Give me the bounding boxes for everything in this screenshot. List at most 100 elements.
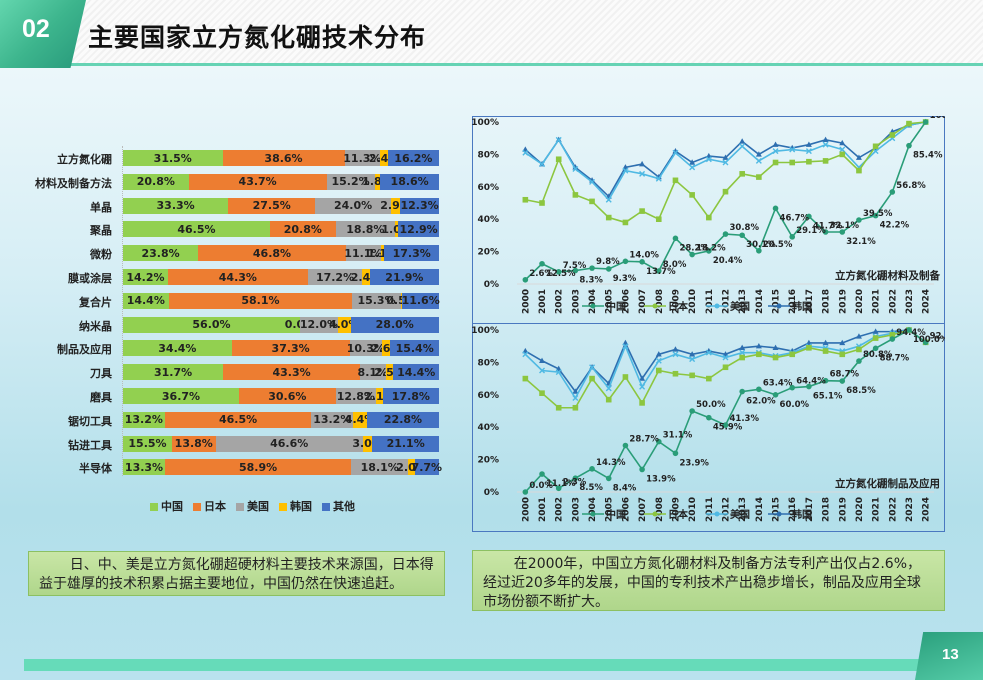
data-point (756, 351, 762, 358)
bar-data-label: 43.7% (238, 175, 277, 189)
data-point (789, 234, 796, 240)
x-tick-label: 2003 (571, 289, 581, 314)
data-point (639, 375, 646, 381)
data-point (839, 151, 846, 158)
data-point (572, 395, 579, 402)
data-point (772, 392, 779, 398)
bar-data-label: 13.2% (313, 413, 352, 427)
data-point (789, 351, 796, 358)
data-point (755, 157, 762, 164)
bar-segment-其他: 21.9% (369, 269, 439, 285)
legend-label: 中国 (606, 300, 626, 313)
data-point (639, 466, 645, 473)
data-point (572, 388, 579, 394)
bar-data-label: 43.3% (272, 365, 311, 379)
bar-segment-其他: 12.3% (400, 197, 439, 214)
bar-segment-韩国: 2.1% (364, 388, 395, 404)
x-tick-label: 2008 (655, 289, 665, 314)
bar-segment-美国: 13.2% (311, 411, 354, 428)
bar-data-label: 22.8% (383, 413, 423, 427)
bar-segment-中国: 13.3% (123, 459, 166, 476)
data-label: 20.4% (713, 256, 743, 266)
header-divider (70, 63, 983, 66)
y-tick-label: 40% (477, 423, 499, 433)
data-point (722, 154, 729, 160)
legend-label: 日本 (668, 300, 689, 313)
x-tick-label: 2013 (738, 497, 748, 522)
data-point (672, 370, 679, 377)
data-point (739, 349, 746, 356)
data-label: 28.7% (629, 435, 659, 445)
data-label: 13.7% (646, 267, 676, 277)
data-label: 100.0% (930, 116, 945, 121)
bar-segment-其他: 11.6% (402, 292, 440, 309)
x-tick-label: 2004 (588, 497, 598, 522)
data-point (739, 388, 745, 395)
bar-data-label: 46.6% (270, 437, 309, 451)
data-point (772, 148, 779, 155)
bar-category-label: 半导体 (79, 462, 112, 476)
data-point (706, 375, 712, 382)
data-point (539, 367, 546, 374)
data-point (672, 450, 679, 457)
legend-item: 韩国 (279, 498, 312, 514)
data-point (572, 267, 579, 274)
data-point (806, 383, 812, 390)
bar-data-label: 30.6% (268, 389, 307, 403)
x-tick-label: 2020 (855, 497, 865, 522)
x-tick-label: 2011 (705, 497, 715, 522)
data-point (772, 205, 779, 212)
data-point (572, 404, 579, 411)
data-point (539, 357, 546, 363)
bar-segment-美国: 46.6% (215, 435, 363, 452)
data-label: 8.0% (663, 260, 687, 270)
data-point (889, 132, 896, 138)
legend-label: 日本 (204, 500, 226, 513)
bar-category-label: 微粉 (90, 248, 112, 262)
x-tick-label: 2018 (822, 497, 832, 522)
data-point (639, 383, 646, 390)
x-tick-label: 2001 (538, 289, 548, 314)
data-label: 11.1% (546, 479, 576, 489)
bar-category-label: 钻进工具 (68, 438, 112, 452)
bar-segment-韩国: 2.6% (371, 340, 401, 357)
bar-segment-日本: 27.5% (228, 197, 316, 214)
legend-swatch (236, 503, 244, 511)
x-tick-label: 2022 (888, 497, 898, 522)
x-tick-label: 2020 (855, 289, 865, 314)
data-point (622, 442, 629, 449)
data-label: 46.7% (780, 213, 810, 223)
bar-segment-日本: 20.8% (269, 221, 336, 238)
data-point (755, 343, 762, 349)
x-tick-label: 2009 (671, 497, 681, 522)
bar-segment-中国: 14.2% (123, 269, 168, 285)
y-tick-label: 80% (477, 150, 499, 160)
bar-data-label: 36.7% (161, 389, 201, 403)
data-point (655, 367, 662, 374)
data-point (689, 356, 696, 363)
x-tick-label: 2000 (521, 497, 531, 522)
data-point (739, 171, 745, 177)
data-label: 94.4% (896, 328, 926, 338)
data-label: 62.0% (746, 397, 776, 407)
bar-data-label: 20.8% (283, 222, 322, 236)
x-tick-label: 2007 (638, 497, 648, 522)
data-point (689, 251, 695, 258)
bar-category-label: 纳米晶 (79, 319, 112, 333)
data-label: 30.8% (730, 223, 760, 233)
bar-data-label: 31.5% (153, 151, 192, 165)
data-label: 39.5% (863, 209, 893, 219)
data-label: 60.0% (780, 400, 810, 410)
bar-segment-中国: 31.7% (123, 364, 224, 381)
bar-data-label: 8.1% (357, 365, 389, 379)
data-label: 2.3% (563, 477, 587, 487)
data-label: 88.7% (880, 353, 910, 363)
data-label: 31.1% (663, 431, 693, 441)
x-tick-label: 2012 (722, 497, 732, 522)
legend-swatch (322, 503, 330, 511)
data-point (655, 216, 662, 222)
bar-segment-美国: 11.1% (344, 245, 382, 262)
bar-data-label: 18.1% (360, 460, 399, 474)
bar-data-label: 46.8% (252, 246, 292, 260)
y-tick-label: 60% (477, 183, 499, 193)
